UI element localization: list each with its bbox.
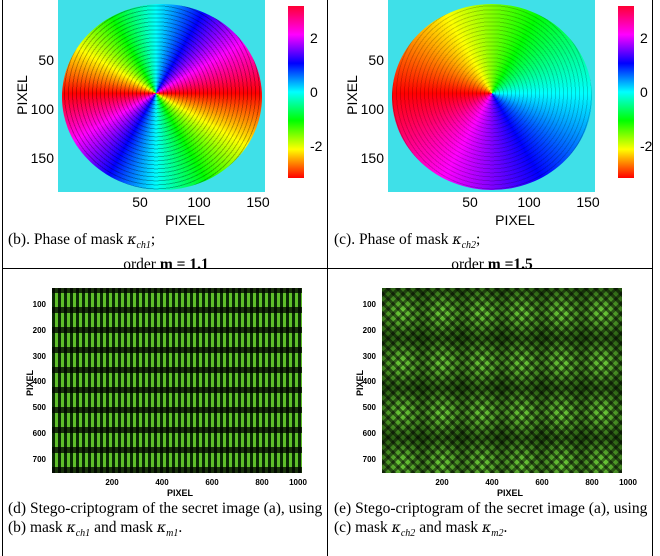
phase-image <box>62 4 262 190</box>
y-tick-label: 400 <box>32 377 46 387</box>
x-axis-label: PIXEL <box>166 488 194 498</box>
subscript: m2 <box>491 527 504 539</box>
x-tick-label: 150 <box>246 194 270 210</box>
caption-text: and mask <box>419 518 479 536</box>
caption-text: (d) Stego-criptogram of the secret image… <box>8 500 323 536</box>
x-tick-label: 150 <box>576 194 600 210</box>
y-tick-label: 500 <box>32 403 46 413</box>
x-axis-label: PIXEL <box>496 488 524 498</box>
y-axis-label: PIXEL <box>14 75 30 115</box>
y-tick-label: 50 <box>38 52 54 68</box>
subscript: m1 <box>166 527 179 539</box>
symbol: κ <box>391 519 401 536</box>
x-tick-label: 1000 <box>289 478 307 487</box>
subscript: ch1 <box>75 527 91 539</box>
y-tick-label: 700 <box>362 454 376 464</box>
phase-image <box>392 4 592 190</box>
caption: (c). Phase of mask κch2; order m =1.5 <box>334 231 650 274</box>
caption-text: order <box>123 255 156 273</box>
symbol: κ <box>156 519 167 536</box>
border <box>2 268 653 269</box>
y-tick-label: 700 <box>32 454 46 464</box>
x-tick-label: 600 <box>535 478 549 487</box>
caption: (b). Phase of mask κch1; order m = 1.1 <box>8 231 324 274</box>
x-tick-label: 100 <box>187 194 211 210</box>
colorbar-tick-label: 0 <box>310 84 318 100</box>
border <box>327 0 328 556</box>
x-tick-label: 800 <box>255 478 269 487</box>
y-tick-label: 150 <box>360 150 384 166</box>
y-tick-label: 500 <box>362 403 376 413</box>
y-tick-label: 100 <box>30 101 54 117</box>
y-tick-label: 200 <box>32 325 46 335</box>
colorbar-tick-label: 2 <box>640 30 648 46</box>
y-tick-label: 100 <box>360 101 384 117</box>
caption-text: (e) Stego-criptogram of the secret image… <box>334 500 648 536</box>
stego-image <box>382 288 622 473</box>
border <box>652 0 653 556</box>
caption-text: and mask <box>94 518 154 536</box>
y-tick-label: 400 <box>362 377 376 387</box>
order-value: m = 1.1 <box>159 255 209 273</box>
caption-text: (c). Phase of mask <box>334 231 449 248</box>
y-tick-label: 600 <box>32 429 46 438</box>
y-tick-label: 200 <box>362 325 376 335</box>
symbol: κ <box>482 519 492 536</box>
x-tick-label: 600 <box>205 478 219 487</box>
caption: (e) Stego-criptogram of the secret image… <box>334 500 650 543</box>
subscript: ch2 <box>400 527 416 539</box>
y-axis-label: PIXEL <box>344 75 360 115</box>
caption-text: (b). Phase of mask <box>8 231 124 248</box>
border <box>2 0 3 556</box>
colorbar-tick-label: -2 <box>640 138 653 154</box>
y-tick-label: 100 <box>32 300 46 309</box>
caption-text: order <box>451 255 484 273</box>
colorbar-tick-label: -2 <box>310 138 323 154</box>
y-tick-label: 600 <box>362 429 376 438</box>
x-tick-label: 400 <box>155 478 169 487</box>
subscript: ch2 <box>461 240 477 252</box>
x-tick-label: 800 <box>585 478 599 487</box>
colorbar-tick-label: 0 <box>640 84 648 100</box>
caption-text: . <box>178 518 183 536</box>
caption-text: . <box>503 518 508 536</box>
symbol: κ <box>66 519 76 536</box>
x-tick-label: 400 <box>485 478 499 487</box>
y-tick-label: 300 <box>362 351 376 361</box>
x-axis-label: PIXEL <box>495 212 535 228</box>
caption-text: ; <box>476 231 481 248</box>
x-tick-label: 50 <box>462 194 478 210</box>
symbol: κ <box>452 232 462 248</box>
colorbar <box>288 6 304 178</box>
colorbar <box>618 6 634 178</box>
y-axis-label: PIXEL <box>25 369 35 397</box>
y-tick-label: 100 <box>362 300 376 309</box>
x-tick-label: 200 <box>435 478 449 487</box>
subscript: ch1 <box>136 240 151 252</box>
caption-text: ; <box>150 231 156 248</box>
caption: (d) Stego-criptogram of the secret image… <box>8 500 324 543</box>
stego-image <box>52 288 302 473</box>
y-tick-label: 50 <box>368 52 384 68</box>
order-value: m =1.5 <box>487 255 533 273</box>
x-tick-label: 200 <box>105 478 119 487</box>
symbol: κ <box>127 232 137 248</box>
colorbar-tick-label: 2 <box>310 30 318 46</box>
x-axis-label: PIXEL <box>165 212 205 228</box>
y-tick-label: 150 <box>30 150 54 166</box>
x-tick-label: 100 <box>517 194 541 210</box>
y-tick-label: 300 <box>32 351 46 361</box>
x-tick-label: 1000 <box>619 478 637 487</box>
y-axis-label: PIXEL <box>355 369 365 397</box>
x-tick-label: 50 <box>132 194 148 210</box>
